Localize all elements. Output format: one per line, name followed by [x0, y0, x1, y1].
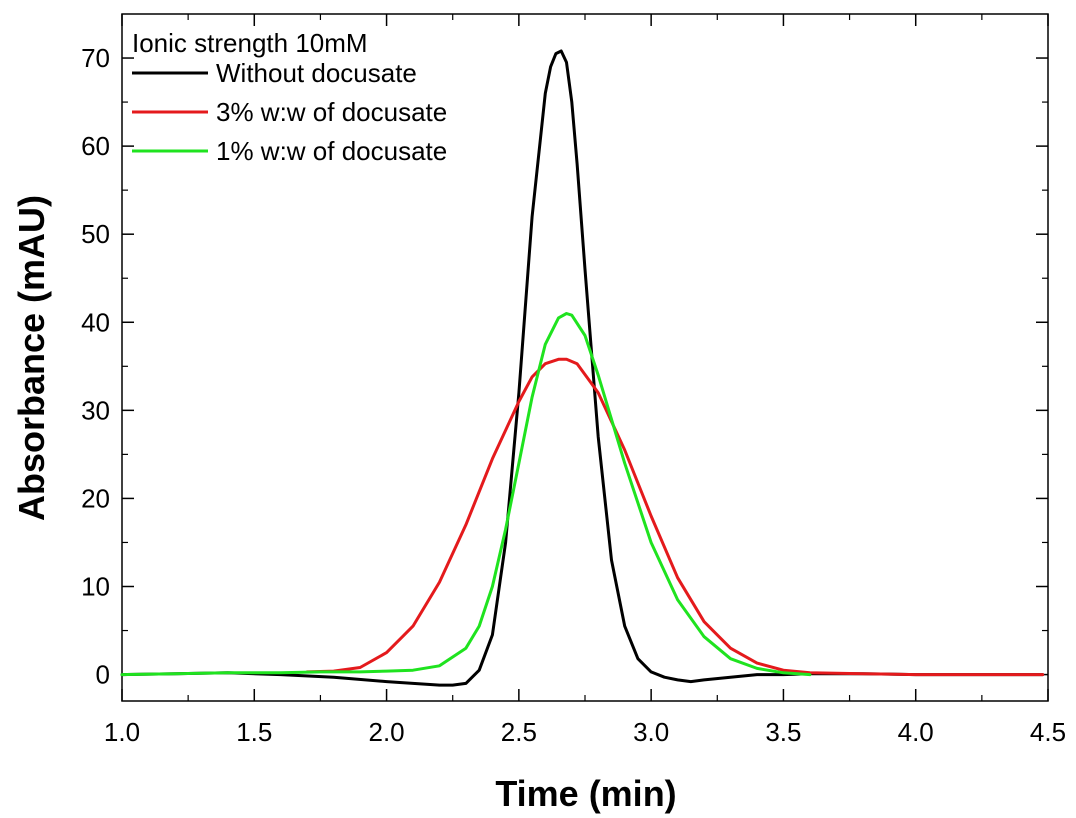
y-tick-label: 30 [81, 395, 110, 425]
legend-label: Without docusate [216, 58, 417, 88]
x-tick-label: 1.0 [104, 717, 140, 747]
x-tick-label: 1.5 [236, 717, 272, 747]
y-tick-label: 10 [81, 572, 110, 602]
x-tick-label: 4.5 [1030, 717, 1066, 747]
x-axis-title: Time (min) [495, 773, 676, 814]
legend-label: 1% w:w of docusate [216, 136, 447, 166]
series-line-2 [305, 357, 1045, 677]
y-tick-label: 40 [81, 307, 110, 337]
x-tick-label: 3.0 [633, 717, 669, 747]
y-axis-title: Absorbance (mAU) [11, 195, 52, 521]
y-tick-label: 70 [81, 43, 110, 73]
legend-label: 3% w:w of docusate [216, 97, 447, 127]
y-tick-label: 50 [81, 219, 110, 249]
x-tick-label: 4.0 [898, 717, 934, 747]
legend-title: Ionic strength 10mM [132, 28, 368, 58]
series-line-3 [120, 312, 812, 677]
series-line-1 [120, 49, 1045, 687]
y-tick-label: 20 [81, 483, 110, 513]
x-axis: 1.0 1.5 2.0 2.5 3.0 3.5 4.0 4.5 [104, 14, 1066, 747]
y-tick-label: 60 [81, 131, 110, 161]
x-tick-label: 2.5 [501, 717, 537, 747]
y-tick-label: 0 [96, 660, 110, 690]
legend-entries: Without docusate 3% w:w of docusate 1% w:w… [132, 58, 447, 166]
y-axis: 0 10 20 30 40 50 60 70 [81, 43, 1048, 690]
series-layer [120, 49, 1045, 687]
legend: Ionic strength 10mM Without docusate 3% w… [132, 28, 447, 166]
x-tick-label: 2.0 [368, 717, 404, 747]
x-tick-label: 3.5 [765, 717, 801, 747]
